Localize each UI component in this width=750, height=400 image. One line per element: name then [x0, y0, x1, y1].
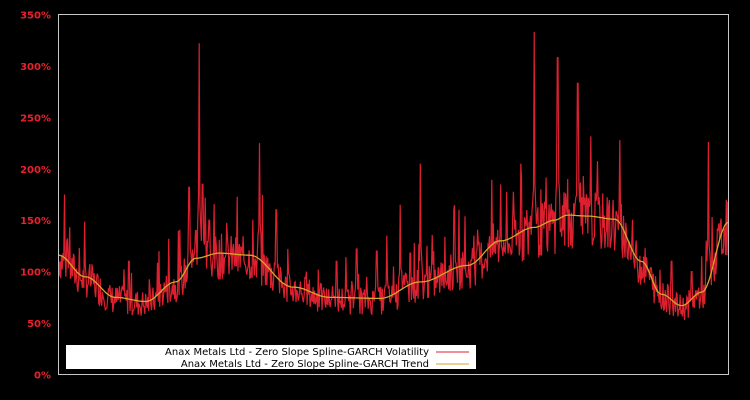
trend-series [58, 214, 729, 307]
y-tick-label: 100% [20, 268, 51, 279]
volatility-series [57, 31, 730, 321]
y-axis-ticks: 0% 50% 100% 150% 200% 250% 300% 350% [20, 11, 51, 382]
legend-label-trend: Anax Metals Ltd - Zero Slope Spline-GARC… [181, 359, 429, 370]
y-tick-label: 350% [20, 11, 51, 22]
y-tick-label: 300% [20, 62, 51, 73]
trend-line [58, 214, 729, 307]
volatility-line [57, 31, 730, 321]
y-tick-label: 200% [20, 165, 51, 176]
y-tick-label: 150% [20, 216, 51, 227]
legend: Anax Metals Ltd - Zero Slope Spline-GARC… [66, 345, 476, 370]
y-tick-label: 0% [34, 371, 51, 382]
legend-label-volatility: Anax Metals Ltd - Zero Slope Spline-GARC… [165, 347, 429, 358]
legend-box [66, 345, 476, 369]
y-tick-label: 50% [27, 319, 51, 330]
plot-frame [58, 14, 729, 375]
y-tick-label: 250% [20, 113, 51, 124]
